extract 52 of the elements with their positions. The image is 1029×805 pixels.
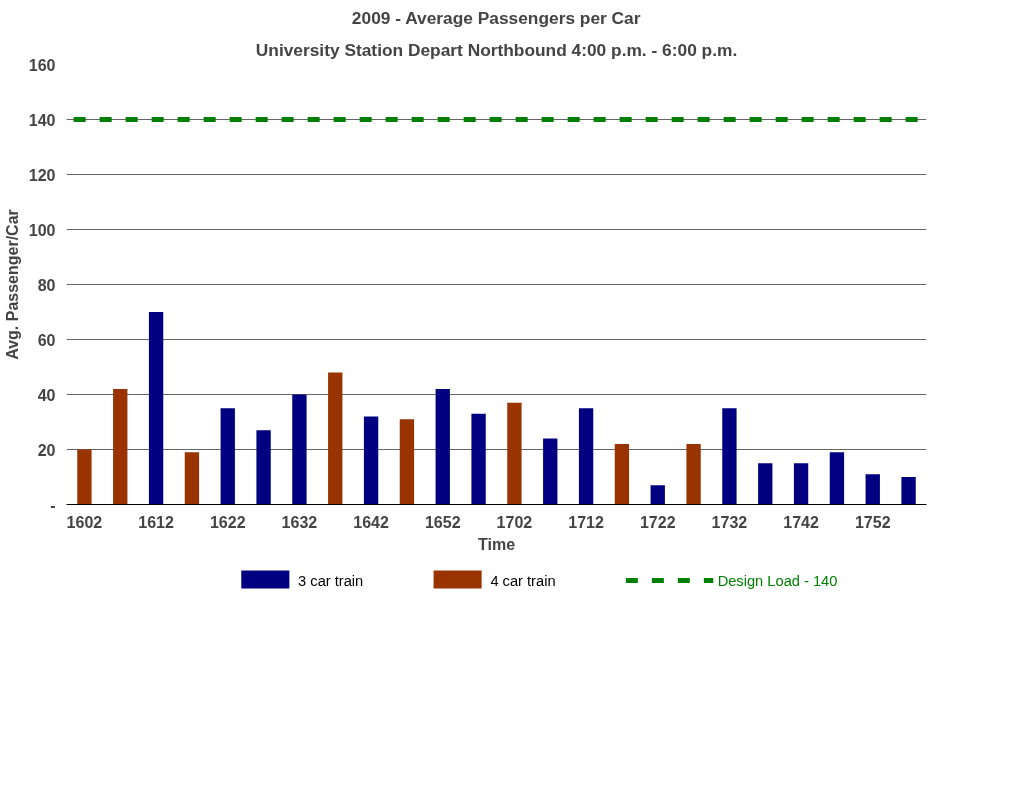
x-tick-label: 1702 bbox=[496, 513, 533, 531]
bar bbox=[543, 438, 558, 505]
bar bbox=[363, 416, 379, 505]
y-tick-label: 40 bbox=[37, 386, 56, 404]
bar bbox=[471, 413, 486, 505]
x-tick-label: 1722 bbox=[639, 513, 676, 531]
bar bbox=[435, 389, 450, 505]
x-axis-title: Time bbox=[477, 535, 516, 553]
y-tick-label: - bbox=[50, 496, 56, 514]
x-tick-label: 1712 bbox=[568, 513, 604, 531]
x-tick-label: 1602 bbox=[66, 513, 103, 531]
x-tick-label: 1652 bbox=[424, 513, 461, 531]
y-tick-label: 140 bbox=[28, 111, 56, 129]
x-tick-label: 1742 bbox=[783, 513, 819, 531]
bar bbox=[507, 402, 522, 505]
x-tick-label: 1732 bbox=[711, 513, 748, 531]
bar bbox=[758, 463, 773, 505]
bar bbox=[614, 444, 630, 505]
bar bbox=[328, 372, 343, 505]
y-tick-label: 100 bbox=[28, 221, 56, 239]
bar bbox=[113, 389, 128, 505]
bar bbox=[292, 394, 307, 505]
bar bbox=[77, 449, 92, 505]
y-tick-label: 60 bbox=[37, 331, 56, 349]
chart-subtitle: University Station Depart Northbound 4:00 p.m. - 6:00 p.m. bbox=[255, 39, 738, 60]
legend-label: 3 car train bbox=[298, 572, 364, 589]
bar bbox=[184, 452, 200, 505]
x-tick-label: 1752 bbox=[854, 513, 891, 531]
bar bbox=[722, 408, 737, 505]
legend-label: 4 car train bbox=[490, 572, 556, 589]
x-tick-label: 1622 bbox=[209, 513, 246, 531]
bar bbox=[578, 408, 594, 505]
chart-title: 2009 - Average Passengers per Car bbox=[351, 7, 641, 28]
x-tick-label: 1632 bbox=[281, 513, 318, 531]
bar bbox=[399, 419, 415, 505]
bar bbox=[220, 408, 235, 505]
bar bbox=[865, 474, 880, 505]
x-tick-label: 1612 bbox=[138, 513, 174, 531]
bar bbox=[148, 312, 164, 505]
y-tick-label: 160 bbox=[28, 56, 56, 74]
bar bbox=[829, 452, 845, 505]
y-axis-title: Avg. Passenger/Car bbox=[3, 209, 21, 360]
y-tick-label: 80 bbox=[37, 276, 56, 294]
bar bbox=[650, 485, 665, 505]
bar bbox=[901, 477, 916, 505]
y-tick-label: 120 bbox=[28, 166, 56, 184]
bar bbox=[256, 430, 271, 505]
y-tick-label: 20 bbox=[37, 441, 56, 459]
bar bbox=[793, 463, 809, 505]
bar bbox=[686, 444, 701, 505]
ref-line-label: Design Load - 140 bbox=[717, 572, 838, 589]
x-tick-label: 1642 bbox=[353, 513, 389, 531]
